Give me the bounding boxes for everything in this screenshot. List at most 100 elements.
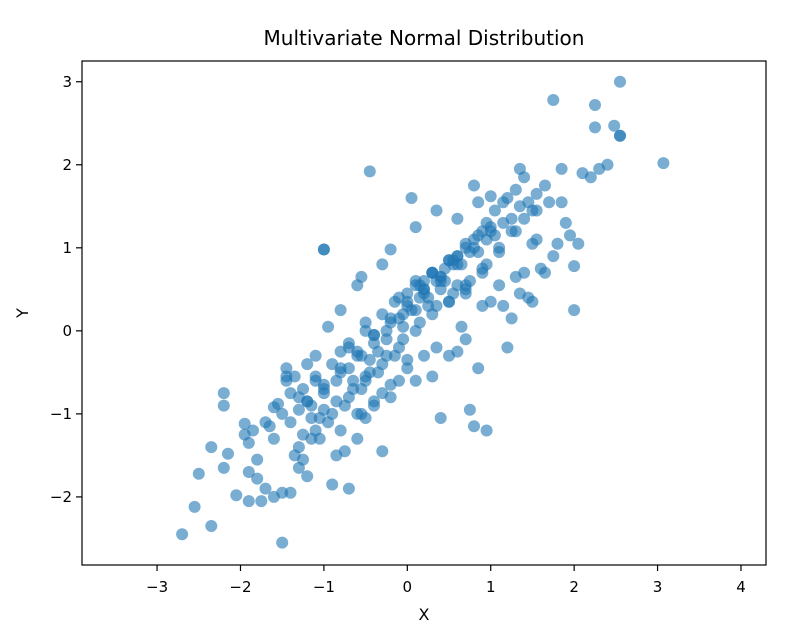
scatter-point: [539, 266, 551, 279]
scatter-point: [217, 399, 230, 412]
scatter-point: [430, 299, 443, 312]
scatter-point: [363, 165, 376, 178]
scatter-point: [543, 196, 556, 209]
scatter-point: [568, 304, 581, 317]
scatter-point: [351, 432, 364, 445]
scatter-point: [409, 275, 422, 287]
scatter-point: [547, 250, 560, 263]
plot-frame: [81, 60, 767, 566]
scatter-point: [476, 262, 489, 275]
x-tick-label: 4: [736, 578, 746, 596]
scatter-point: [484, 190, 497, 203]
scatter-point: [276, 407, 289, 420]
scatter-point: [380, 333, 393, 346]
scatter-point: [276, 486, 289, 499]
scatter-point: [230, 489, 243, 502]
scatter-point: [272, 397, 284, 410]
scatter-point: [422, 291, 435, 304]
scatter-point: [309, 349, 322, 362]
scatter-point: [401, 362, 414, 375]
scatter-point: [480, 424, 493, 437]
scatter-point: [242, 436, 255, 449]
scatter-point: [351, 279, 364, 292]
y-tick-label: 2: [62, 156, 72, 174]
scatter-point: [484, 295, 497, 308]
scatter-point: [505, 212, 518, 225]
scatter-point: [313, 412, 326, 424]
scatter-point: [280, 362, 293, 375]
scatter-point: [330, 374, 343, 387]
scatter-point: [409, 304, 422, 317]
scatter-point: [555, 162, 568, 175]
scatter-point: [326, 478, 339, 491]
scatter-point: [305, 399, 318, 412]
x-tick-label: −2: [229, 578, 251, 596]
scatter-point: [301, 358, 314, 371]
x-axis-label: X: [419, 605, 430, 624]
scatter-point: [601, 158, 614, 171]
x-tick-label: −1: [313, 578, 335, 596]
x-tick-label: 0: [403, 578, 413, 596]
scatter-point: [443, 254, 455, 267]
scatter-point: [568, 260, 581, 273]
scatter-point: [338, 445, 351, 458]
scatter-point: [205, 441, 218, 454]
scatter-point: [347, 383, 360, 395]
scatter-point: [564, 229, 576, 242]
x-tick-label: −3: [146, 578, 168, 596]
scatter-point: [426, 266, 439, 279]
scatter-point: [589, 99, 601, 111]
scatter-point: [384, 378, 397, 391]
scatter-point: [501, 192, 514, 204]
scatter-point: [463, 403, 476, 416]
scatter-point: [505, 225, 518, 238]
scatter-point: [297, 428, 309, 441]
scatter-point: [430, 341, 443, 354]
y-tick-label: 3: [62, 73, 72, 91]
scatter-point: [555, 196, 568, 209]
scatter-point: [468, 179, 480, 192]
scatter-point: [242, 466, 255, 478]
scatter-point: [259, 482, 272, 495]
scatter-point: [530, 204, 543, 217]
scatter-point: [513, 162, 526, 175]
scatter-point: [242, 495, 255, 508]
scatter-point: [380, 324, 393, 337]
scatter-point: [559, 216, 572, 229]
scatter-point: [468, 420, 480, 433]
scatter-point: [522, 196, 535, 209]
scatter-point: [355, 349, 368, 362]
scatter-point: [342, 482, 355, 495]
scatter-point: [317, 378, 330, 391]
scatter-point: [351, 407, 364, 420]
scatter-point: [463, 246, 476, 258]
scatter-point: [222, 447, 234, 460]
scatter-points: [176, 75, 670, 549]
scatter-point: [434, 412, 447, 424]
scatter-point: [192, 467, 205, 480]
scatter-point: [493, 241, 506, 254]
scatter-point: [413, 291, 426, 304]
scatter-point: [317, 243, 330, 256]
scatter-point: [589, 121, 601, 134]
scatter-point: [368, 395, 380, 408]
scatter-point: [409, 221, 422, 234]
scatter-point: [539, 179, 551, 192]
scatter-point: [459, 279, 472, 292]
scatter-point: [472, 362, 485, 375]
scatter-point: [342, 362, 355, 375]
scatter-point: [251, 453, 264, 466]
scatter-point: [280, 370, 293, 383]
scatter-point: [530, 233, 543, 246]
scatter-point: [584, 171, 597, 184]
scatter-point: [497, 299, 510, 312]
y-tick-label: 0: [62, 322, 72, 340]
scatter-point: [614, 129, 626, 142]
scatter-point: [334, 424, 347, 437]
scatter-point: [284, 486, 297, 499]
scatter-point: [413, 316, 426, 329]
scatter-point: [347, 374, 360, 387]
scatter-point: [359, 370, 372, 383]
scatter-point: [355, 383, 368, 395]
